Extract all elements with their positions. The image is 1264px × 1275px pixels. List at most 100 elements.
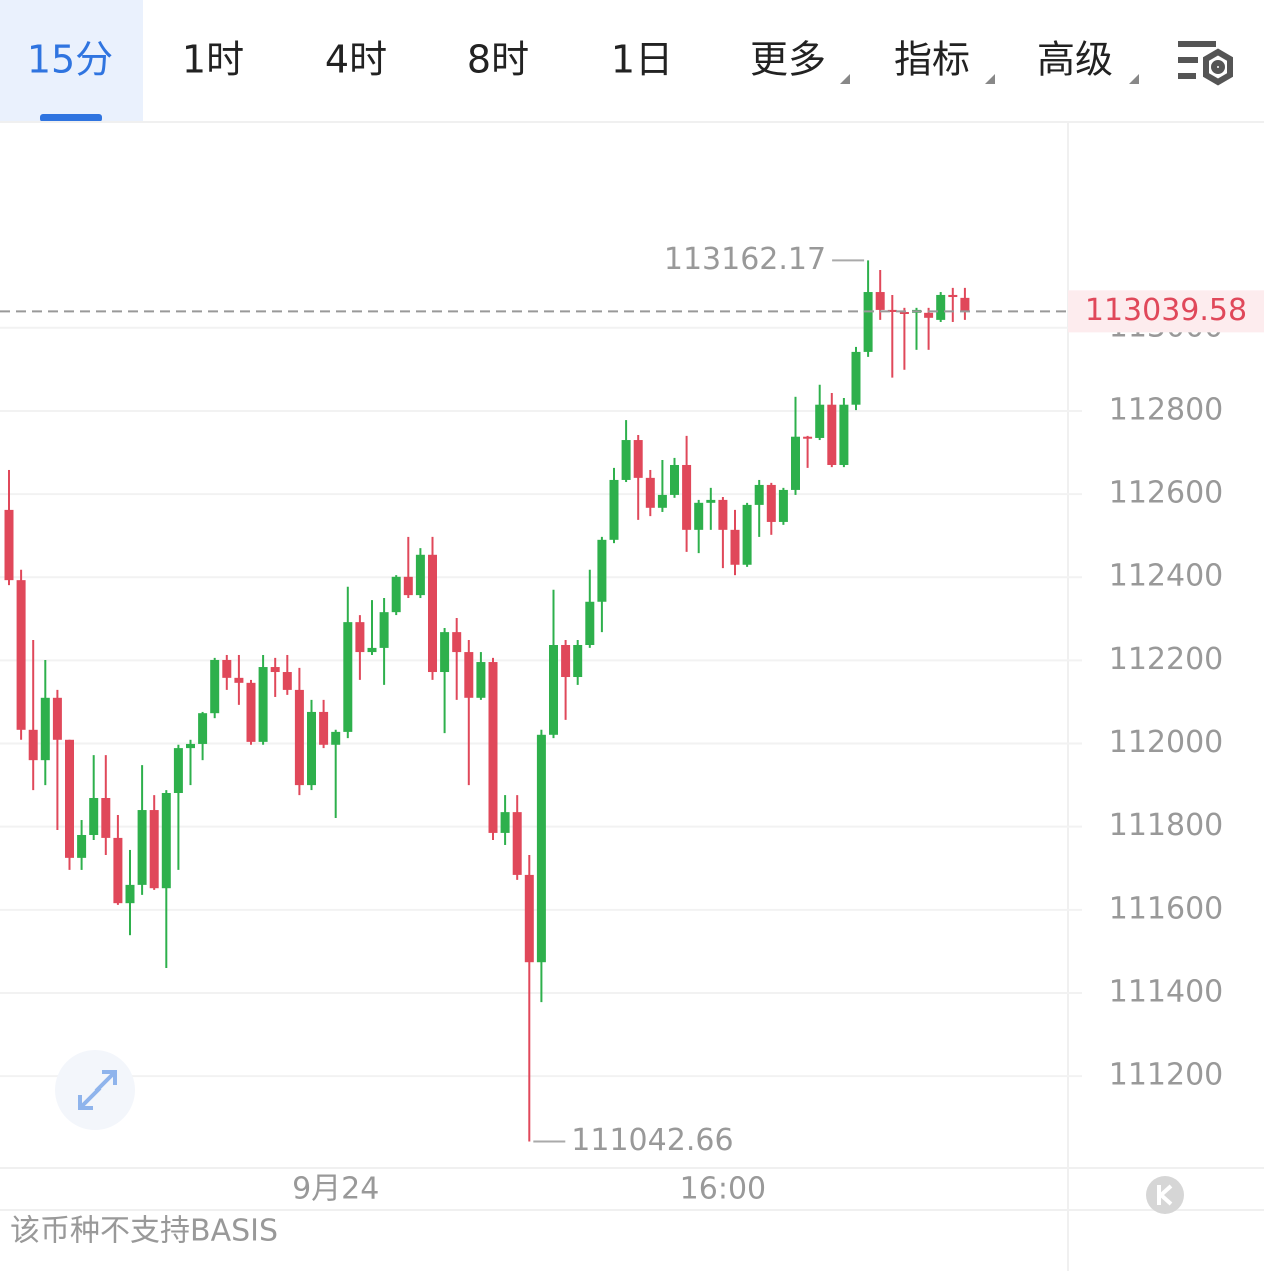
dropdown-arrow bbox=[985, 74, 995, 84]
candle-body bbox=[222, 659, 232, 678]
last-price-box bbox=[1068, 290, 1264, 333]
candle-body bbox=[113, 837, 123, 904]
candle-body bbox=[161, 793, 171, 889]
candle-body bbox=[4, 509, 14, 581]
candle-body bbox=[561, 645, 571, 678]
y-tick-label: 112600 bbox=[1109, 476, 1224, 511]
candle-body bbox=[585, 601, 595, 645]
candle-body bbox=[936, 294, 946, 320]
dropdown-arrow bbox=[1129, 74, 1139, 84]
tab[interactable]: 15分 bbox=[27, 38, 113, 82]
candle-body bbox=[609, 479, 619, 540]
candle-body bbox=[476, 662, 486, 698]
candle-body bbox=[137, 810, 147, 885]
candle-body bbox=[875, 292, 885, 310]
candle-body bbox=[645, 477, 655, 508]
candle-body bbox=[657, 494, 667, 508]
candle-body bbox=[633, 440, 643, 478]
candle-body bbox=[694, 502, 704, 530]
tab[interactable]: 高级 bbox=[1037, 38, 1113, 82]
candle-body bbox=[319, 711, 329, 745]
candle-body bbox=[524, 874, 534, 963]
candle-body bbox=[839, 404, 849, 465]
candle-body bbox=[464, 652, 474, 698]
candle-body bbox=[307, 711, 316, 786]
candle-body bbox=[379, 612, 389, 648]
candle-body bbox=[186, 743, 195, 749]
candle-body bbox=[52, 697, 62, 740]
candle-body bbox=[670, 464, 679, 495]
candle-body bbox=[234, 677, 244, 683]
candle-body bbox=[428, 554, 437, 673]
tab[interactable]: 8时 bbox=[467, 38, 529, 82]
candle-body bbox=[210, 659, 220, 714]
candle-body bbox=[173, 748, 183, 794]
candle-body bbox=[403, 576, 413, 596]
candle-body bbox=[766, 484, 776, 522]
candle-body bbox=[791, 436, 800, 490]
candle-body bbox=[851, 351, 861, 405]
k-button[interactable] bbox=[1146, 1176, 1184, 1214]
candle-body bbox=[682, 464, 692, 530]
tab[interactable]: 4时 bbox=[325, 38, 387, 82]
y-tick-label: 112000 bbox=[1109, 725, 1224, 760]
x-tick-label: 9月24 bbox=[292, 1172, 379, 1207]
toolbar bbox=[0, 0, 1264, 122]
candle-body bbox=[452, 632, 462, 653]
candle-body bbox=[500, 812, 510, 833]
candle-body bbox=[101, 797, 111, 838]
fullscreen-button[interactable] bbox=[55, 1050, 135, 1130]
active-tab-bg bbox=[0, 0, 143, 121]
tab[interactable]: 指标 bbox=[894, 38, 970, 82]
candle-body bbox=[863, 292, 873, 352]
candle-body bbox=[536, 734, 546, 963]
candle-body bbox=[440, 632, 450, 673]
tab[interactable]: 1日 bbox=[611, 38, 673, 82]
candle-body bbox=[899, 311, 909, 314]
tab[interactable]: 1时 bbox=[182, 38, 244, 82]
y-tick-label: 112200 bbox=[1109, 642, 1224, 677]
candle-body bbox=[294, 689, 304, 786]
candle-body bbox=[803, 436, 813, 439]
candle-body bbox=[960, 297, 970, 312]
y-tick-label: 112400 bbox=[1109, 559, 1224, 594]
y-tick-label: 111800 bbox=[1109, 808, 1224, 843]
candle-body bbox=[706, 499, 716, 503]
min-label: 111042.66 bbox=[571, 1123, 733, 1158]
candle-body bbox=[621, 440, 631, 480]
candle-body bbox=[40, 697, 50, 761]
candle-body bbox=[597, 539, 607, 602]
candle-body bbox=[730, 529, 740, 565]
candle-body bbox=[391, 576, 401, 613]
candle-body bbox=[77, 834, 87, 858]
candle-body bbox=[270, 667, 280, 673]
candle-body bbox=[355, 622, 365, 653]
y-tick-label: 111400 bbox=[1109, 974, 1224, 1009]
candle-body bbox=[65, 739, 74, 858]
candle-body bbox=[948, 294, 958, 298]
candle-body bbox=[89, 797, 99, 835]
tab[interactable]: 更多 bbox=[750, 38, 826, 82]
plot: 111200 111400 111600 111800 112000 112200 1124… bbox=[0, 242, 1264, 1207]
candle-body bbox=[488, 662, 498, 833]
candle-body bbox=[16, 580, 26, 730]
x-tick-label: 16:00 bbox=[680, 1172, 766, 1207]
candle-body bbox=[887, 309, 897, 312]
y-tick-label: 112800 bbox=[1109, 392, 1224, 427]
candle-body bbox=[573, 645, 583, 678]
candle-body bbox=[258, 667, 268, 742]
y-tick-label: 111200 bbox=[1109, 1058, 1224, 1093]
footer-text: 该币种不支持BASIS bbox=[10, 1214, 278, 1249]
settings-icon[interactable] bbox=[1178, 41, 1233, 86]
active-tab-indicator bbox=[40, 114, 102, 122]
candle-body bbox=[367, 647, 377, 653]
candle-body bbox=[415, 554, 425, 596]
candle-body bbox=[924, 312, 934, 318]
dropdown-arrow bbox=[840, 74, 850, 84]
candle-body bbox=[549, 645, 558, 735]
candle-body bbox=[512, 812, 522, 875]
candle-body bbox=[718, 499, 728, 530]
last-price-label: 113039.58 bbox=[1085, 293, 1247, 328]
candle-body bbox=[198, 713, 208, 744]
